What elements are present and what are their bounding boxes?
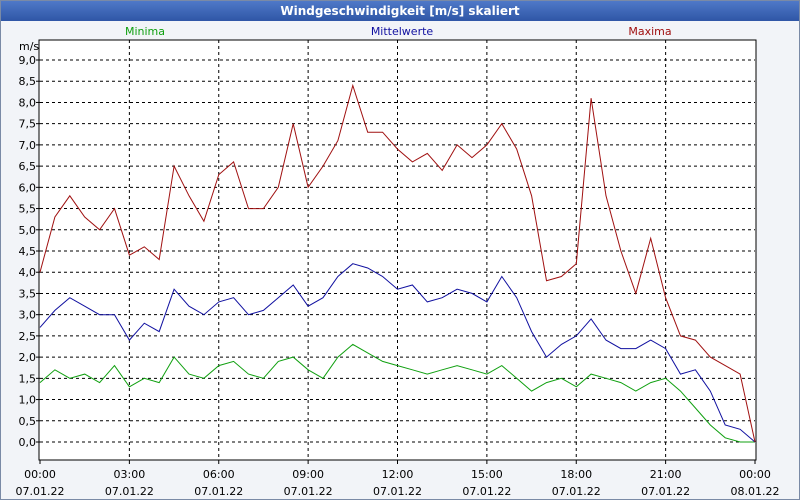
y-tick-label: 5,5 bbox=[19, 203, 37, 216]
x-tick-date: 07.01.22 bbox=[552, 485, 601, 498]
y-tick-label: 0,5 bbox=[19, 415, 37, 428]
y-tick-label: 6,0 bbox=[19, 181, 37, 194]
x-tick-date: 07.01.22 bbox=[105, 485, 154, 498]
y-tick-label: 3,5 bbox=[19, 287, 37, 300]
y-tick-label: 1,0 bbox=[19, 394, 37, 407]
x-tick-time: 06:00 bbox=[203, 468, 235, 481]
x-tick-date: 07.01.22 bbox=[373, 485, 422, 498]
legend-maxima: Maxima bbox=[628, 25, 671, 38]
y-tick-label: 7,5 bbox=[19, 118, 37, 131]
y-tick-label: 5,0 bbox=[19, 224, 37, 237]
y-tick-label: 8,0 bbox=[19, 96, 37, 109]
y-tick-label: 0,0 bbox=[19, 436, 37, 449]
x-tick-date: 07.01.22 bbox=[194, 485, 243, 498]
y-tick-label: 8,5 bbox=[19, 75, 37, 88]
y-tick-label: 4,0 bbox=[19, 266, 37, 279]
x-axis-ticks: 00:00 07.01.22 03:00 07.01.22 06:00 07.01.22 0… bbox=[16, 460, 780, 498]
y-tick-label: 1,5 bbox=[19, 372, 37, 385]
y-tick-label: 3,0 bbox=[19, 309, 37, 322]
x-tick-date: 07.01.22 bbox=[462, 485, 511, 498]
legend-minima: Minima bbox=[125, 25, 165, 38]
x-tick-time: 15:00 bbox=[471, 468, 503, 481]
series-line-maxima bbox=[39, 83, 756, 443]
chart-title: Windgeschwindigkeit [m/s] skaliert bbox=[1, 1, 799, 21]
legend-mittelwerte: Mittelwerte bbox=[371, 25, 434, 38]
y-tick-label: 4,5 bbox=[19, 245, 37, 258]
x-tick-time: 21:00 bbox=[650, 468, 682, 481]
x-tick-date: 08.01.22 bbox=[731, 485, 780, 498]
y-tick-label: 2,5 bbox=[19, 330, 37, 343]
grid-lines bbox=[40, 40, 755, 460]
series-line-mittelwerte bbox=[39, 263, 756, 443]
x-tick-date: 07.01.22 bbox=[16, 485, 65, 498]
y-tick-label: 6,5 bbox=[19, 160, 37, 173]
y-tick-label: 2,0 bbox=[19, 351, 37, 364]
y-axis-label: m/s bbox=[19, 40, 39, 53]
y-tick-label: 9,0 bbox=[19, 54, 37, 67]
series-lines bbox=[39, 83, 756, 443]
x-tick-time: 18:00 bbox=[560, 468, 592, 481]
x-tick-time: 12:00 bbox=[382, 468, 414, 481]
x-tick-time: 00:00 bbox=[739, 468, 771, 481]
x-tick-time: 03:00 bbox=[114, 468, 146, 481]
x-tick-time: 00:00 bbox=[24, 468, 56, 481]
x-tick-time: 09:00 bbox=[292, 468, 324, 481]
series-line-minima bbox=[39, 343, 755, 443]
y-axis-ticks: 0,0 0,5 1,0 1,5 2,0 2,5 3,0 3,5 4,0 4,5 5,0 5,5 6,0 6… bbox=[19, 54, 40, 449]
x-tick-date: 07.01.22 bbox=[641, 485, 690, 498]
y-tick-label: 7,0 bbox=[19, 139, 37, 152]
x-tick-date: 07.01.22 bbox=[284, 485, 333, 498]
